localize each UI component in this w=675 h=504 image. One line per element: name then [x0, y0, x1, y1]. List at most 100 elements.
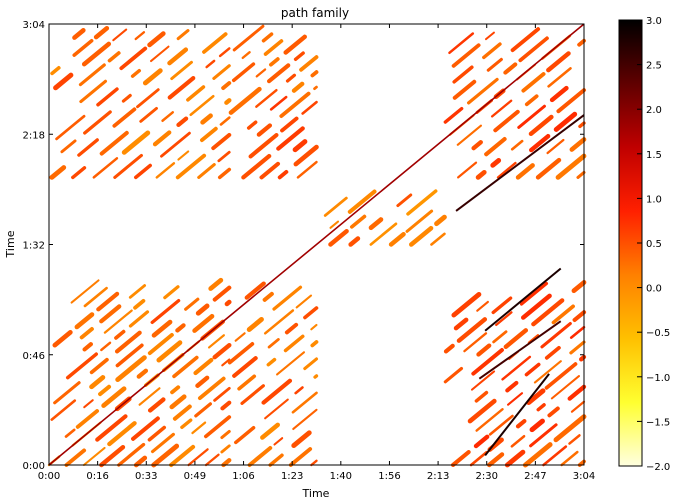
recurrence-streak	[221, 458, 232, 468]
recurrence-streak	[186, 85, 206, 102]
recurrence-streak	[503, 62, 518, 75]
recurrence-streak	[568, 434, 581, 445]
recurrence-streak	[213, 386, 231, 402]
colorbar-tick-label: 1.0	[646, 194, 662, 205]
recurrence-streak	[101, 386, 127, 408]
recurrence-streak	[161, 111, 175, 122]
recurrence-streak	[191, 421, 207, 435]
recurrence-streak	[221, 81, 232, 91]
colorbar-tick-label: 0.0	[646, 284, 662, 295]
recurrence-streak	[172, 404, 192, 421]
recurrence-streak	[279, 91, 311, 118]
recurrence-streak	[156, 340, 183, 363]
recurrence-streak	[443, 366, 464, 384]
recurrence-streak	[78, 63, 106, 87]
recurrence-streak	[224, 98, 232, 105]
recurrence-streak	[544, 362, 578, 390]
recurrence-streak	[89, 375, 106, 390]
recurrence-streak	[451, 43, 481, 68]
recurrence-streak	[555, 153, 587, 180]
recurrence-streak	[131, 416, 160, 441]
recurrence-streak	[285, 73, 297, 83]
colorbar-tick-label: 2.0	[646, 105, 662, 116]
recurrence-streak	[112, 28, 128, 42]
recurrence-streak	[310, 323, 318, 331]
recurrence-streak	[134, 31, 146, 41]
recurrence-streak	[81, 41, 112, 67]
recurrence-streak	[177, 150, 190, 161]
recurrence-streak	[488, 414, 514, 436]
recurrence-streak	[147, 397, 166, 413]
x-tick-label: 2:30	[475, 471, 497, 482]
recurrence-streak	[299, 55, 319, 72]
recurrence-streak	[277, 169, 289, 180]
recurrence-streak	[267, 338, 280, 349]
recurrence-streak	[348, 236, 361, 247]
recurrence-streak	[484, 31, 495, 41]
recurrence-streak	[72, 38, 94, 57]
recurrence-streak	[220, 400, 232, 411]
recurrence-streak	[474, 390, 489, 403]
recurrence-streak	[276, 351, 306, 376]
recurrence-streak	[328, 228, 349, 247]
recurrence-streak	[443, 106, 464, 124]
recurrence-streak	[96, 291, 120, 312]
recurrence-streak	[292, 408, 318, 431]
x-tick-label: 1:56	[378, 471, 400, 482]
x-tick-label: 1:40	[330, 471, 352, 482]
recurrence-streak	[175, 323, 186, 333]
recurrence-streak	[529, 423, 558, 448]
recurrence-streak	[491, 296, 513, 315]
recurrence-streak	[115, 343, 144, 368]
recurrence-streak	[519, 281, 549, 306]
recurrence-streak	[113, 153, 143, 179]
recurrence-streak	[294, 386, 304, 395]
recurrence-streak	[167, 47, 189, 66]
recurrence-streak	[255, 88, 278, 108]
recurrence-streak	[577, 38, 586, 47]
recurrence-streak	[71, 166, 87, 180]
recurrence-streak	[95, 414, 128, 442]
recurrence-streak	[493, 109, 520, 133]
recurrence-streak	[142, 68, 163, 86]
recurrence-streak	[471, 140, 483, 151]
colorbar-tick-label: 3.0	[646, 16, 662, 27]
recurrence-streak	[501, 355, 532, 381]
recurrence-streak	[147, 425, 167, 442]
recurrence-streak	[98, 384, 112, 397]
recurrence-streak	[528, 114, 554, 137]
recurrence-streak	[207, 334, 225, 349]
recurrence-streak	[533, 360, 562, 384]
recurrence-streak	[553, 414, 587, 443]
recurrence-streak	[130, 68, 141, 78]
recurrence-streak	[503, 328, 529, 350]
recurrence-streak	[49, 165, 67, 180]
recurrence-streak	[473, 434, 490, 449]
recurrence-streak	[551, 304, 575, 325]
recurrence-streak	[107, 421, 137, 447]
recurrence-streak	[476, 343, 492, 357]
recurrence-streak	[406, 189, 438, 216]
recurrence-streak	[228, 86, 262, 115]
recurrence-streak	[60, 139, 77, 154]
recurrence-streak	[82, 446, 106, 467]
recurrence-streak	[99, 444, 126, 468]
recurrence-streak	[169, 394, 187, 410]
strong-path	[478, 320, 562, 380]
y-tick-label: 2:18	[23, 130, 45, 141]
recurrence-streak	[218, 47, 231, 58]
colorbar: 3.0 2.5 2.0 1.5 1.0 0.5 0.0 −0.5 −1.0 −1.5 −2.0	[618, 16, 670, 473]
recurrence-streak	[571, 280, 587, 294]
recurrence-streak	[64, 448, 87, 467]
recurrence-streak	[456, 317, 488, 343]
recurrence-streak	[269, 95, 288, 111]
recurrence-streak	[155, 162, 176, 179]
recurrence-streak	[496, 161, 517, 179]
recurrence-streak	[536, 403, 546, 412]
recurrence-streak	[114, 330, 142, 354]
recurrence-streak	[280, 116, 299, 133]
recurrence-streak	[150, 432, 175, 454]
recurrence-streak	[264, 398, 289, 420]
recurrence-streak	[72, 28, 86, 40]
